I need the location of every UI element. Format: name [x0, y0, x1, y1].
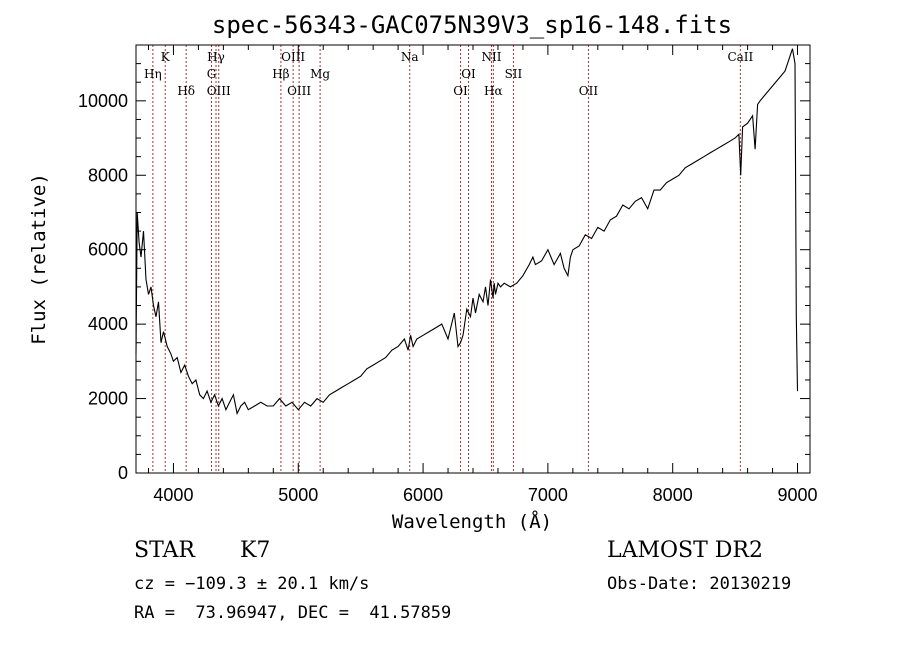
line-marker-label: Mg: [310, 67, 330, 81]
y-tick-label: 4000: [88, 314, 128, 334]
line-marker-label: CaII: [727, 50, 753, 64]
x-axis-ticks: 4000 5000 6000 7000 8000 9000: [147, 45, 818, 505]
line-marker-label: Hη: [144, 67, 162, 81]
redshift-text: cz = −109.3 ± 20.1 km/s: [134, 574, 370, 594]
y-tick-label: 8000: [88, 165, 128, 185]
line-marker-label: K: [161, 50, 171, 64]
coordinates-text: RA = 73.96947, DEC = 41.57859: [134, 603, 452, 623]
line-marker-label: OI: [453, 84, 468, 98]
x-axis-label: Wavelength (Å): [392, 510, 552, 533]
line-marker-label: Na: [401, 50, 419, 64]
x-tick-label: 5000: [278, 485, 318, 505]
plot-frame: [135, 44, 811, 474]
line-marker-label: OIII: [207, 84, 231, 98]
line-marker-label: OIII: [281, 50, 305, 64]
survey-name: LAMOST DR2: [607, 538, 763, 563]
y-tick-label: 0: [118, 463, 128, 483]
line-marker-label: G: [207, 67, 217, 81]
x-tick-label: 4000: [153, 485, 193, 505]
line-marker-label: OII: [579, 84, 599, 98]
obs-date-text: Obs-Date: 20130219: [607, 574, 792, 594]
y-tick-label: 10000: [78, 91, 128, 111]
emission-line-markers: [152, 45, 741, 473]
x-tick-label: 9000: [777, 485, 817, 505]
line-marker-label: Hβ: [272, 67, 289, 81]
line-marker-label: OI: [461, 67, 476, 81]
y-axis-label: Flux (relative): [28, 173, 50, 345]
chart-title: spec-56343-GAC075N39V3_sp16-148.fits: [212, 11, 732, 39]
x-tick-label: 6000: [403, 485, 443, 505]
line-marker-label: Hα: [484, 84, 503, 98]
x-tick-label: 7000: [528, 485, 568, 505]
object-class: STAR: [134, 538, 195, 563]
x-tick-label: 8000: [653, 485, 693, 505]
line-marker-label: SII: [505, 67, 523, 81]
y-axis-ticks: 0 2000 4000 6000 8000 10000: [78, 63, 810, 483]
line-marker-label: Hδ: [177, 84, 195, 98]
line-marker-label: Hγ: [207, 50, 225, 64]
line-marker-label: OIII: [287, 84, 311, 98]
y-tick-label: 6000: [88, 240, 128, 260]
line-marker-label: NII: [481, 50, 501, 64]
object-subclass: K7: [240, 538, 271, 563]
y-tick-label: 2000: [88, 389, 128, 409]
spectrum-series-line: [135, 48, 799, 416]
